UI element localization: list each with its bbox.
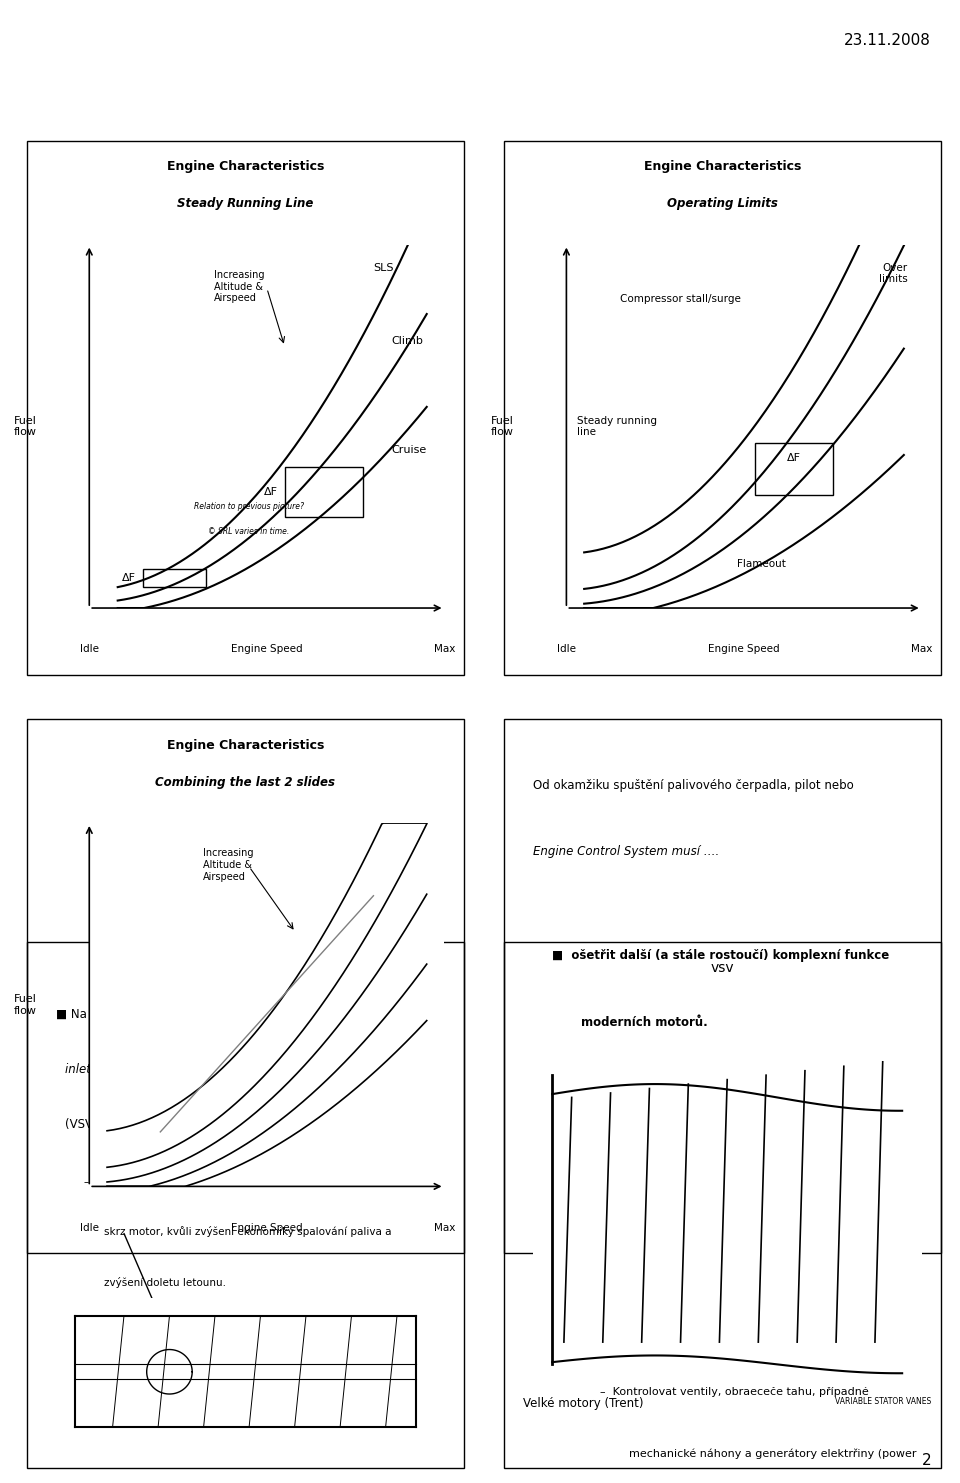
Text: Například:: Například: (581, 1083, 641, 1096)
Text: –  Kontrolovat ventily, obraeceče tahu, případné: – Kontrolovat ventily, obraeceče tahu, p… (600, 1387, 869, 1397)
Text: Operating Limits: Operating Limits (667, 197, 778, 211)
Text: Steady Running Line: Steady Running Line (177, 197, 314, 211)
Text: Engine Speed: Engine Speed (231, 1222, 302, 1232)
Bar (27, 942, 464, 1468)
Text: Compressor stall/surge: Compressor stall/surge (620, 294, 740, 304)
Bar (27, 141, 464, 675)
Text: –  Změna geometrie průtočné cesty optimalizuje průtok vzduchu: – Změna geometrie průtočné cesty optimal… (84, 1176, 423, 1186)
Text: Engine Characteristics: Engine Characteristics (167, 160, 324, 174)
Text: Idle: Idle (557, 644, 576, 654)
Text: Engine Characteristics: Engine Characteristics (644, 160, 801, 174)
Text: Engine Characteristics: Engine Characteristics (167, 739, 324, 752)
Text: –  Je potřeba nějak detekovat chyby.: – Je potřeba nějak detekovat chyby. (600, 1268, 802, 1278)
Bar (284, 467, 363, 516)
Text: průtočné cesty.: průtočné cesty. (629, 1209, 714, 1219)
Text: Steady running
line: Steady running line (577, 415, 657, 437)
Text: Increasing
Altitude &
Airspeed: Increasing Altitude & Airspeed (203, 848, 253, 882)
Text: Idle: Idle (80, 1222, 99, 1232)
Text: Velké motory (Trent): Velké motory (Trent) (523, 1397, 644, 1410)
Text: zvýšení doletu letounu.: zvýšení doletu letounu. (104, 1277, 226, 1287)
Text: Fuel
flow: Fuel flow (13, 994, 36, 1016)
Text: –  Kontrolovat stav motoru.: – Kontrolovat stav motoru. (600, 1327, 752, 1338)
Text: inlet guide vanes (IGVs) nebo  na variable stator vanes: inlet guide vanes (IGVs) nebo na variabl… (65, 1063, 391, 1077)
Bar (142, 569, 206, 587)
Text: skrz motor, kvůli zvýšení ekonomiky spalování paliva a: skrz motor, kvůli zvýšení ekonomiky spal… (104, 1226, 391, 1237)
Bar (27, 719, 464, 1253)
Text: © SRL varies in time.: © SRL varies in time. (208, 528, 290, 537)
Text: SLS: SLS (373, 262, 394, 273)
Text: ΔF: ΔF (787, 454, 801, 463)
Text: moderních motorů.: moderních motorů. (581, 1016, 708, 1029)
Text: 23.11.2008: 23.11.2008 (845, 33, 931, 47)
Text: –  Pro udržení výkonu se někdy mění geometrie: – Pro udržení výkonu se někdy mění geome… (600, 1149, 866, 1160)
Text: ■ Na civilních letounech je změna geometrie omezena na: ■ Na civilních letounech je změna geomet… (56, 1008, 400, 1022)
Text: (VSVs).: (VSVs). (65, 1118, 108, 1132)
Text: ■  ošetřit další (a stále rostoučí) komplexní funkce: ■ ošetřit další (a stále rostoučí) kompl… (552, 949, 889, 962)
Text: Flameout: Flameout (737, 559, 786, 569)
Bar (504, 141, 941, 675)
Text: Cruise: Cruise (391, 445, 426, 454)
Text: Fuel
flow: Fuel flow (491, 415, 514, 437)
Text: Climb: Climb (391, 335, 423, 346)
Bar (755, 443, 833, 495)
Text: Engine Variable Geometry: Engine Variable Geometry (148, 961, 343, 974)
Text: ΔF: ΔF (122, 572, 135, 583)
Text: mechanické náhony a generátory elektrřiny (power: mechanické náhony a generátory elektrřin… (629, 1449, 916, 1459)
Text: Increasing
Altitude &
Airspeed: Increasing Altitude & Airspeed (213, 270, 264, 304)
Bar (504, 719, 941, 1253)
Text: ΔF: ΔF (264, 486, 277, 497)
Text: Engine Control System musí ….: Engine Control System musí …. (533, 845, 719, 859)
Text: Max: Max (911, 644, 932, 654)
Text: VARIABLE STATOR VANES: VARIABLE STATOR VANES (835, 1397, 931, 1406)
Text: 2: 2 (922, 1453, 931, 1468)
Text: Od okamžiku spuštění palivového čerpadla, pilot nebo: Od okamžiku spuštění palivového čerpadla… (533, 779, 853, 792)
Text: Over
limits: Over limits (878, 262, 907, 285)
Text: Relation to previous picture?: Relation to previous picture? (194, 501, 304, 510)
Text: Max: Max (434, 644, 455, 654)
Text: Idle: Idle (80, 644, 99, 654)
Text: Engine Speed: Engine Speed (231, 644, 302, 654)
Text: Fuel
flow: Fuel flow (13, 415, 36, 437)
Text: Max: Max (434, 1222, 455, 1232)
Text: Combining the last 2 slides: Combining the last 2 slides (156, 776, 335, 789)
Text: Engine Speed: Engine Speed (708, 644, 780, 654)
Bar (504, 942, 941, 1468)
Text: vsv: vsv (710, 961, 734, 974)
